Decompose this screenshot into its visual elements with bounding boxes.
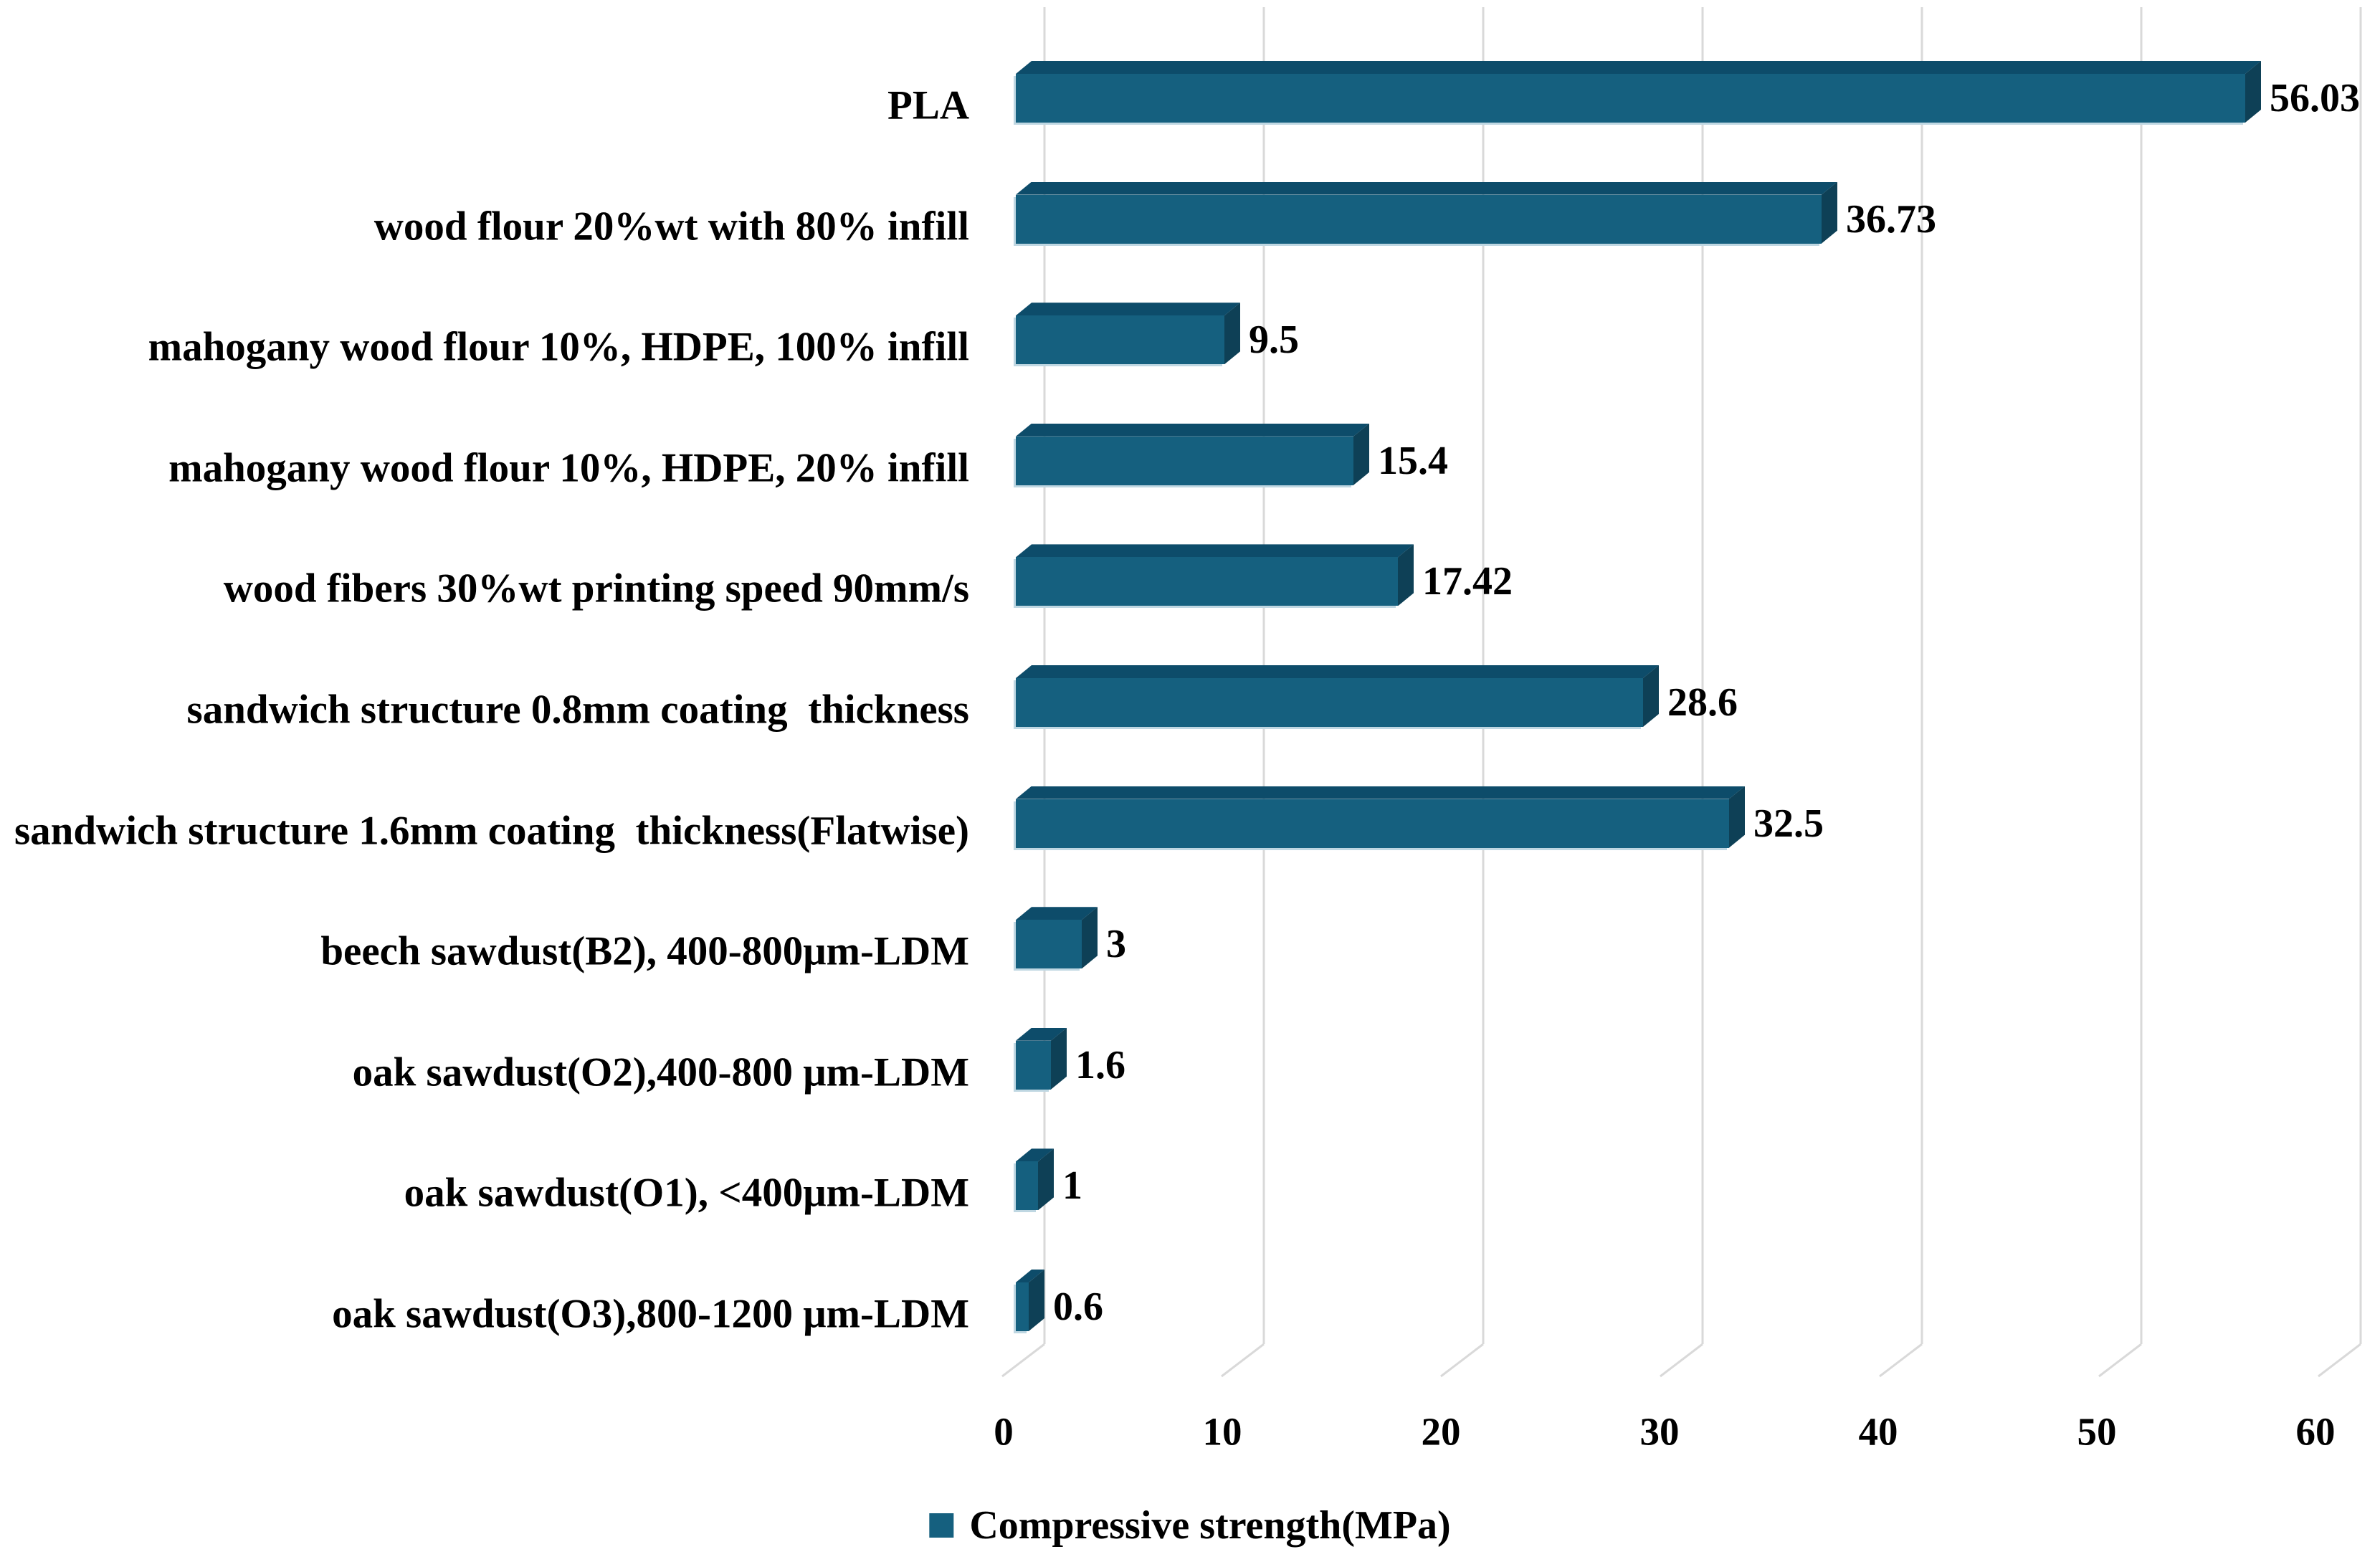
bar-side-face bbox=[1038, 1148, 1054, 1211]
category-label: sandwich structure 1.6mm coating thickne… bbox=[14, 808, 969, 854]
bar-side-face bbox=[1353, 423, 1369, 485]
bar-top-face bbox=[1016, 786, 1745, 799]
bar-side-face bbox=[2245, 61, 2261, 123]
bar bbox=[1016, 678, 1643, 727]
bar-top-face bbox=[1016, 423, 1369, 437]
category-label: oak sawdust(O1), <400μm-LDM bbox=[404, 1170, 969, 1216]
x-tick-label: 50 bbox=[2077, 1409, 2117, 1454]
bar-side-face bbox=[1729, 786, 1745, 848]
value-label: 1.6 bbox=[1075, 1042, 1125, 1087]
category-label: oak sawdust(O3),800-1200 μm-LDM bbox=[332, 1291, 969, 1337]
category-label: wood flour 20%wt with 80% infill bbox=[373, 204, 969, 249]
bar bbox=[1016, 1282, 1029, 1331]
bar-top-face bbox=[1016, 665, 1659, 678]
category-label: mahogany wood flour 10%, HDPE, 100% infi… bbox=[148, 324, 969, 370]
bar-side-face bbox=[1643, 665, 1659, 727]
category-label: mahogany wood flour 10%, HDPE, 20% infil… bbox=[168, 445, 969, 491]
bar-side-face bbox=[1398, 544, 1414, 606]
value-label: 28.6 bbox=[1667, 680, 1738, 725]
bar-side-face bbox=[1082, 907, 1098, 969]
x-tick-label: 0 bbox=[994, 1409, 1014, 1454]
value-label: 0.6 bbox=[1053, 1285, 1103, 1329]
x-tick-label: 60 bbox=[2295, 1409, 2336, 1454]
bar-side-face bbox=[1822, 181, 1837, 244]
x-tick-label: 10 bbox=[1202, 1409, 1242, 1454]
bar-top-face bbox=[1016, 181, 1837, 195]
bar bbox=[1016, 920, 1082, 969]
x-tick-label: 30 bbox=[1639, 1409, 1680, 1454]
bar bbox=[1016, 1040, 1051, 1090]
bar-side-face bbox=[1051, 1027, 1067, 1090]
bar bbox=[1016, 799, 1729, 848]
value-label: 56.03 bbox=[2270, 76, 2360, 120]
legend: Compressive strength(MPa) bbox=[929, 1503, 1451, 1548]
x-tick-label: 20 bbox=[1421, 1409, 1461, 1454]
bar bbox=[1016, 194, 1822, 244]
bar-top-face bbox=[1016, 544, 1414, 558]
bar bbox=[1016, 315, 1224, 365]
legend-label: Compressive strength(MPa) bbox=[969, 1503, 1451, 1548]
legend-swatch-icon bbox=[929, 1513, 954, 1538]
value-label: 17.42 bbox=[1422, 559, 1513, 604]
bar-top-face bbox=[1016, 303, 1240, 316]
value-label: 1 bbox=[1062, 1163, 1082, 1209]
bar-side-face bbox=[1224, 303, 1240, 365]
category-label: wood fibers 30%wt printing speed 90mm/s bbox=[223, 566, 969, 611]
category-label: PLA bbox=[887, 82, 969, 128]
bar-top-face bbox=[1016, 1027, 1067, 1041]
bar bbox=[1016, 436, 1353, 485]
bar-side-face bbox=[1029, 1270, 1044, 1331]
value-label: 36.73 bbox=[1846, 196, 1936, 242]
value-label: 9.5 bbox=[1249, 318, 1299, 363]
bar bbox=[1016, 557, 1398, 606]
bar bbox=[1016, 74, 2245, 123]
value-label: 3 bbox=[1106, 922, 1126, 967]
bar bbox=[1016, 1161, 1038, 1211]
bar-top-face bbox=[1016, 61, 2261, 74]
bar-top-face bbox=[1016, 907, 1098, 920]
category-label: oak sawdust(O2),400-800 μm-LDM bbox=[352, 1049, 969, 1095]
x-tick-label: 40 bbox=[1858, 1409, 1898, 1454]
value-label: 15.4 bbox=[1378, 438, 1448, 483]
category-label: sandwich structure 0.8mm coating thickne… bbox=[186, 687, 969, 733]
value-label: 32.5 bbox=[1753, 801, 1824, 846]
category-label: beech sawdust(B2), 400-800μm-LDM bbox=[320, 928, 969, 974]
